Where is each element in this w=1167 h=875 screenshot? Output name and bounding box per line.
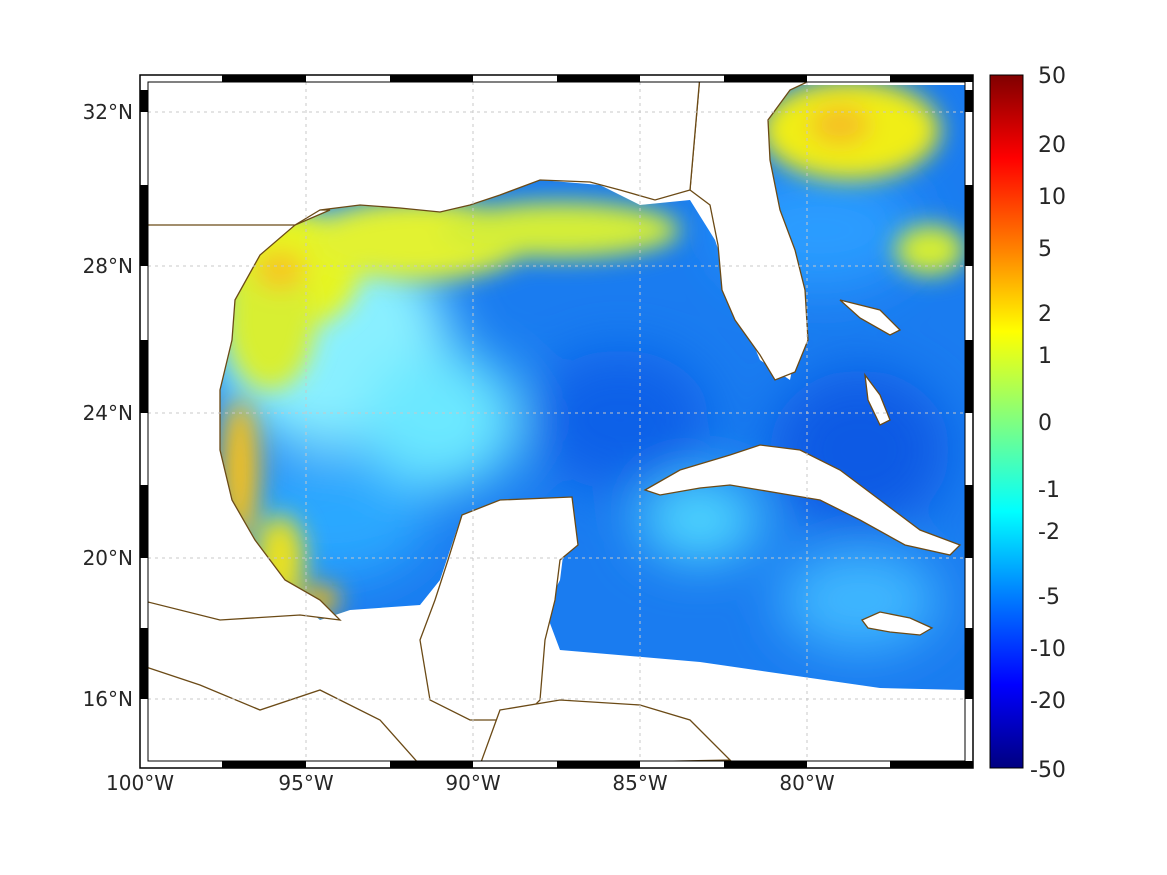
central-america (148, 666, 418, 761)
colorbar-label: 20 (1038, 133, 1066, 158)
yucatan-peninsula (419, 496, 579, 721)
colorbar-label: -50 (1030, 758, 1066, 783)
colorbar-label: 50 (1038, 64, 1066, 89)
sea-level-field (215, 85, 965, 690)
colorbar-label: 10 (1038, 185, 1066, 210)
colorbar: 50 20 10 5 2 1 0 -1 -2 -5 -10 -20 -50 (989, 64, 1066, 783)
lat-label: 32°N (83, 100, 133, 124)
lat-label: 16°N (83, 687, 133, 711)
map-frame (139, 74, 974, 769)
graticule (148, 82, 965, 761)
us-gulf-coast (148, 82, 701, 226)
colorbar-label: -2 (1038, 520, 1060, 545)
colorbar-label: 5 (1038, 237, 1052, 262)
lat-label: 24°N (83, 401, 133, 425)
colorbar-label: 2 (1038, 302, 1052, 327)
mexico-west (148, 209, 342, 621)
honduras (480, 699, 732, 761)
lat-label: 20°N (83, 546, 133, 570)
lon-label: 100°W (106, 771, 174, 795)
colorbar-label: 0 (1038, 411, 1052, 436)
bahamas-2 (839, 299, 902, 336)
lon-label: 85°W (612, 771, 667, 795)
colorbar-label: -1 (1038, 478, 1060, 503)
longitude-labels: 100°W 95°W 90°W 85°W 80°W (106, 771, 835, 795)
lon-label: 90°W (445, 771, 500, 795)
colorbar-label: -5 (1038, 585, 1060, 610)
land (148, 82, 962, 761)
latitude-labels: 32°N 28°N 24°N 20°N 16°N (83, 100, 133, 711)
lon-label: 80°W (779, 771, 834, 795)
jamaica (860, 611, 934, 636)
lon-label: 95°W (278, 771, 333, 795)
lat-label: 28°N (83, 254, 133, 278)
colorbar-scale (989, 74, 1024, 769)
colorbar-label: -10 (1030, 637, 1066, 662)
colorbar-label: 1 (1038, 344, 1052, 369)
colorbar-label: -20 (1030, 689, 1066, 714)
cuba (643, 444, 962, 556)
